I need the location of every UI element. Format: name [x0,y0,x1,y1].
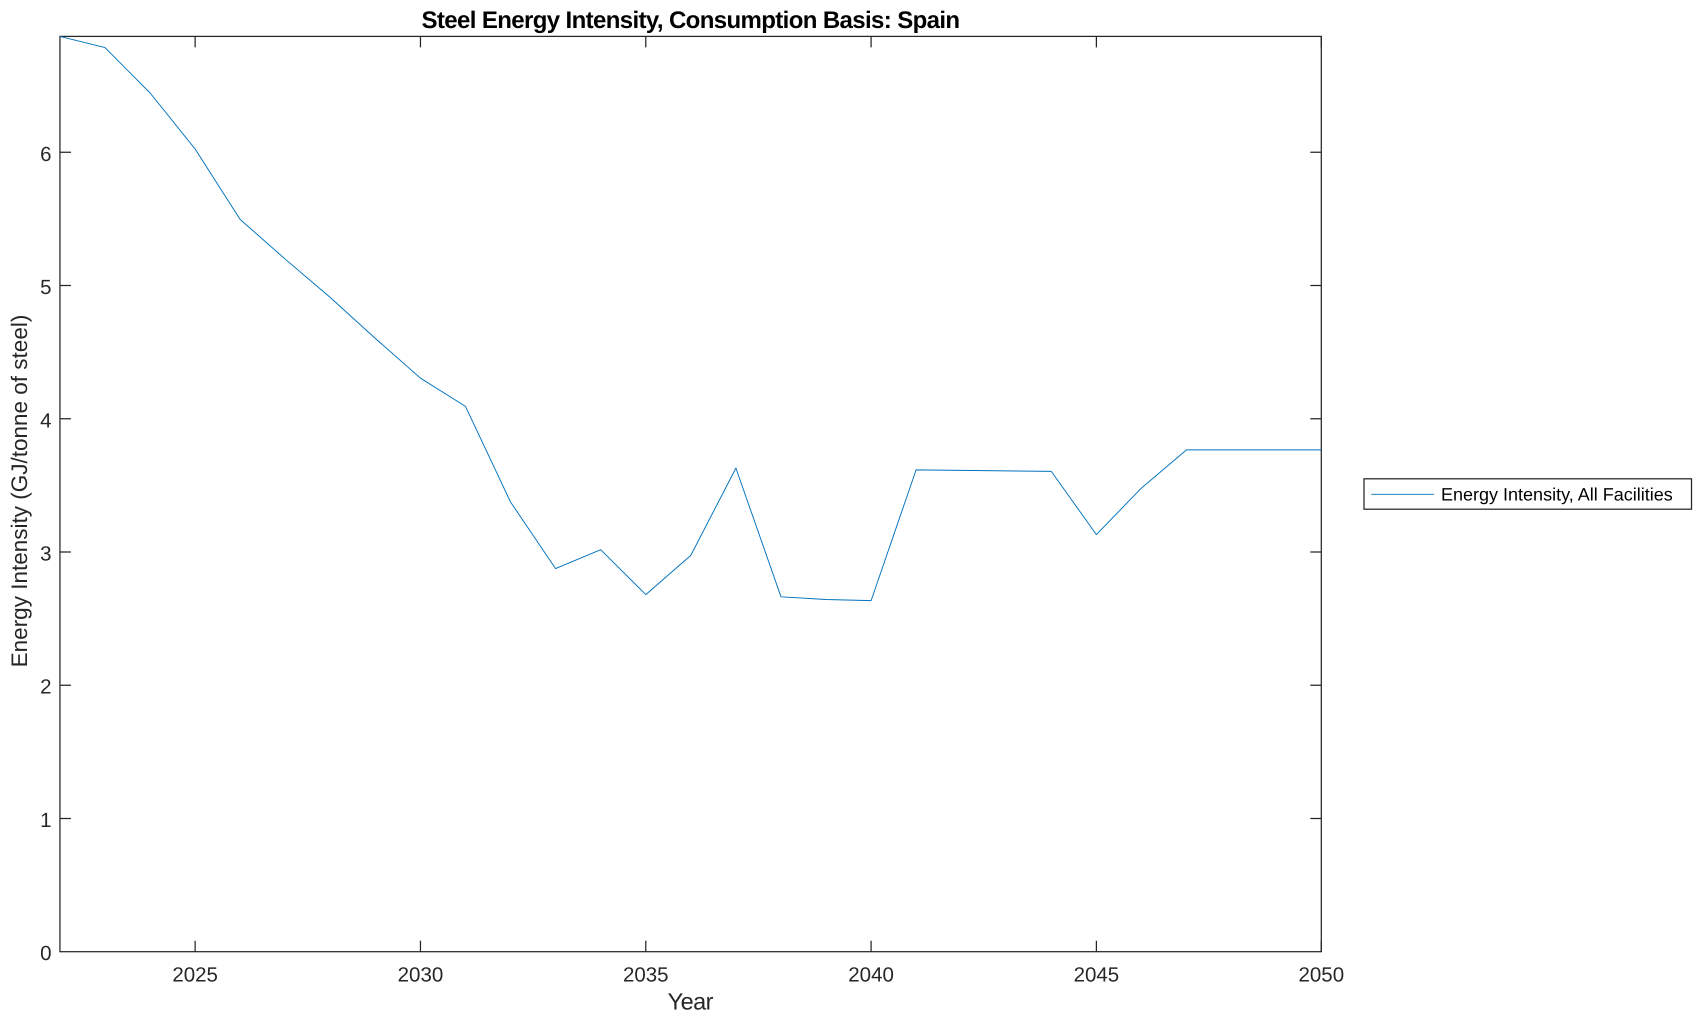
svg-text:0: 0 [40,942,51,965]
svg-text:2040: 2040 [848,963,894,986]
svg-text:2035: 2035 [623,963,669,986]
svg-text:3: 3 [40,543,51,566]
svg-text:Energy Intensity (GJ/tonne of: Energy Intensity (GJ/tonne of steel) [7,315,32,668]
svg-text:2045: 2045 [1074,963,1120,986]
svg-text:Year: Year [668,989,714,1015]
svg-text:1: 1 [40,809,51,832]
svg-text:Energy Intensity, All Faciliti: Energy Intensity, All Facilities [1441,484,1673,504]
svg-text:5: 5 [40,276,51,299]
svg-text:6: 6 [40,143,51,166]
svg-text:2030: 2030 [398,963,444,986]
svg-text:4: 4 [40,409,51,432]
svg-text:Steel Energy Intensity, Consum: Steel Energy Intensity, Consumption Basi… [422,7,960,34]
svg-text:2: 2 [40,676,51,699]
svg-text:2050: 2050 [1298,963,1344,986]
svg-text:2025: 2025 [172,963,218,986]
